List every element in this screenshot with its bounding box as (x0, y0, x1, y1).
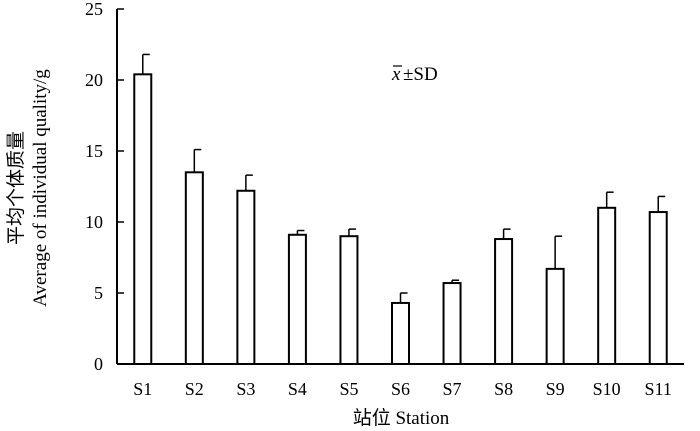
y-axis-title-line2: Average of individual quality/g (30, 69, 51, 307)
bar-s9 (545, 267, 565, 365)
sd-label: ±SD (403, 64, 438, 85)
y-tick-label: 25 (85, 0, 103, 19)
bar-s10 (597, 206, 617, 365)
x-axis-tick-labels: S1 S2 S3 S4 S5 S6 S7 S8 S9 S10 S11 (133, 379, 672, 399)
x-tick-label-s11: S11 (645, 379, 672, 399)
x-tick-label-s10: S10 (593, 379, 621, 399)
sd-annotation: x ±SD (391, 64, 438, 85)
x-tick-label-s8: S8 (494, 379, 513, 399)
x-tick-label-s9: S9 (546, 379, 565, 399)
bar-s1 (133, 73, 153, 365)
x-tick-label-s2: S2 (185, 379, 204, 399)
y-axis-ticks (117, 8, 124, 365)
x-tick-label-s4: S4 (288, 379, 307, 399)
x-tick-label-s1: S1 (133, 379, 152, 399)
x-axis-title: 站位 Station (353, 407, 450, 429)
y-axis-tick-labels: 0 5 10 15 20 25 (85, 0, 103, 374)
x-tick-label-s6: S6 (391, 379, 410, 399)
y-tick-label: 5 (94, 283, 103, 303)
bar-s5 (339, 235, 359, 365)
y-tick-label: 10 (85, 212, 103, 232)
mean-symbol: x (391, 64, 401, 85)
bar-s4 (287, 233, 307, 365)
bar-s11 (648, 211, 668, 365)
x-tick-label-s5: S5 (339, 379, 358, 399)
bars (133, 73, 668, 366)
x-tick-label-s7: S7 (443, 379, 462, 399)
y-tick-label: 15 (85, 141, 103, 161)
bar-s2 (184, 171, 204, 365)
bar-s6 (391, 301, 410, 366)
bar-s8 (494, 238, 514, 365)
bar-s3 (236, 189, 256, 365)
bar-s7 (442, 282, 462, 365)
x-tick-label-s3: S3 (236, 379, 255, 399)
y-tick-label: 20 (85, 70, 103, 90)
error-bars (142, 53, 666, 303)
y-axis-title-line1: 平均个体质量 (5, 131, 27, 245)
y-tick-label: 0 (94, 354, 103, 374)
